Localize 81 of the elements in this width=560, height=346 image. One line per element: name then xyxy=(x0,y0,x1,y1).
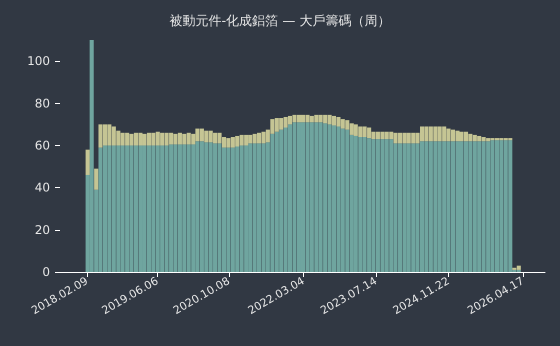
bar xyxy=(477,136,482,142)
bar xyxy=(472,141,477,272)
bar xyxy=(279,130,284,272)
bar xyxy=(120,132,125,146)
bar xyxy=(146,132,152,146)
bar xyxy=(464,141,468,272)
bar xyxy=(446,141,451,272)
bar xyxy=(464,132,468,142)
bar xyxy=(314,122,318,272)
bar xyxy=(300,114,306,122)
bar xyxy=(256,132,262,144)
bar xyxy=(274,132,279,272)
bar xyxy=(116,145,120,272)
bar xyxy=(296,122,301,272)
bar xyxy=(138,145,142,272)
bar xyxy=(494,140,500,272)
y-tick-label: 40 xyxy=(34,180,50,195)
bar xyxy=(433,141,438,272)
bar xyxy=(116,130,120,146)
bar xyxy=(146,145,152,272)
bar xyxy=(450,130,456,142)
bar xyxy=(94,168,98,190)
bar xyxy=(490,140,495,272)
bar xyxy=(459,132,464,142)
bar xyxy=(296,114,301,122)
bar xyxy=(98,124,103,148)
chart-title: 被動元件-化成鋁箔 — 大戶籌碼（周） xyxy=(170,14,390,29)
bar xyxy=(318,114,323,122)
bar xyxy=(138,132,142,146)
bar xyxy=(455,130,460,142)
bar xyxy=(102,145,108,272)
bar xyxy=(129,145,134,272)
bar xyxy=(477,141,482,272)
bar xyxy=(438,126,442,142)
bar xyxy=(129,134,134,146)
bar xyxy=(314,114,318,122)
bar xyxy=(288,124,292,272)
bar xyxy=(120,145,125,272)
bar xyxy=(222,137,226,148)
bar xyxy=(230,137,235,148)
bar xyxy=(248,134,252,144)
bar xyxy=(305,122,310,272)
bar xyxy=(358,126,362,138)
bar xyxy=(261,132,266,144)
bar xyxy=(235,136,240,147)
bar xyxy=(142,145,147,272)
bar xyxy=(318,122,323,272)
y-tick-label: 0 xyxy=(42,265,50,279)
y-tick-label: 20 xyxy=(34,222,50,237)
bar xyxy=(274,118,279,132)
bar xyxy=(292,122,297,272)
bar xyxy=(156,145,160,272)
bar xyxy=(156,132,160,146)
bar xyxy=(459,141,464,272)
bar xyxy=(102,124,108,146)
bar xyxy=(455,141,460,272)
bar xyxy=(305,114,310,122)
bar xyxy=(222,148,226,272)
bar xyxy=(358,137,362,272)
y-tick-label: 60 xyxy=(34,138,50,152)
bar xyxy=(261,143,266,272)
bar xyxy=(86,150,90,175)
bar xyxy=(98,148,103,272)
bar xyxy=(90,40,94,272)
bar xyxy=(516,266,521,270)
bar xyxy=(256,143,262,272)
y-tick-label: 100 xyxy=(27,54,50,68)
bar xyxy=(235,146,240,272)
bar xyxy=(248,143,252,272)
bar xyxy=(450,141,456,272)
bar xyxy=(433,126,438,142)
bar xyxy=(472,134,477,142)
bar xyxy=(230,148,235,272)
bar xyxy=(438,141,442,272)
bar xyxy=(446,128,451,142)
bar xyxy=(142,134,147,146)
y-tick-label: 80 xyxy=(34,96,50,110)
bar xyxy=(292,114,297,122)
bar xyxy=(300,122,306,272)
bar xyxy=(279,118,284,130)
bar xyxy=(288,116,292,124)
